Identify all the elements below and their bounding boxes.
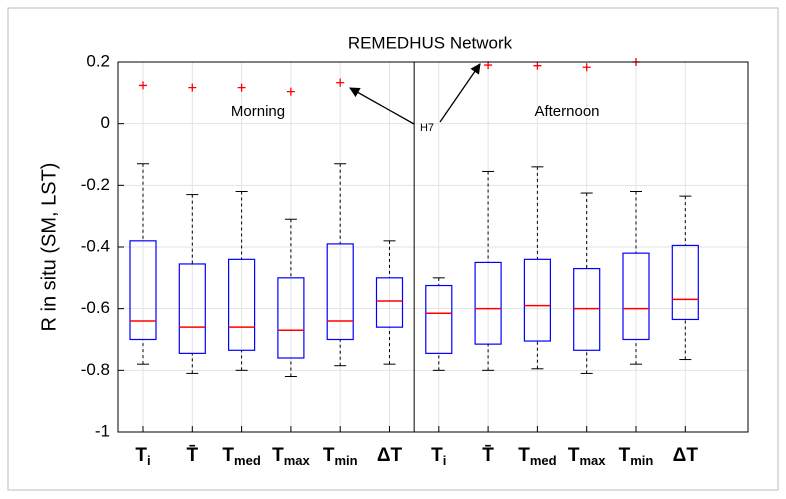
plot-layer [117, 58, 749, 433]
x-tick-label: Tmed [222, 445, 260, 468]
category-base: T̄ [482, 445, 494, 466]
box [523, 258, 552, 342]
outlier [139, 81, 147, 90]
category-base: T̄ [186, 445, 198, 466]
y-tick-label: -0.4 [81, 236, 110, 255]
y-tick-label: -1 [95, 421, 110, 440]
category-base: T [568, 445, 580, 466]
annotation: Afternoon [534, 103, 599, 120]
box [178, 263, 206, 354]
category-sub: min [334, 453, 357, 468]
y-tick-label: 0 [101, 113, 110, 132]
chart-title: REMEDHUS Network [348, 33, 513, 52]
x-tick-label: ΔT [673, 445, 699, 466]
frame [7, 7, 779, 491]
outlier [582, 63, 591, 72]
box [425, 284, 453, 354]
x-tick-label: Ti [431, 445, 446, 468]
x-tick-label: Ti [135, 445, 150, 468]
category-base: ΔT [377, 445, 403, 466]
outlier [237, 83, 246, 92]
category-base: ΔT [673, 445, 699, 466]
category-base: T [135, 445, 147, 466]
category-base: T [272, 445, 284, 466]
x-tick-label: ΔT [377, 445, 403, 466]
outlier [336, 78, 345, 87]
category-base: T [222, 445, 234, 466]
category-sub: med [530, 453, 557, 468]
x-tick-label: Tmax [272, 445, 310, 468]
annotation: H7 [420, 122, 434, 134]
outlier [188, 83, 197, 92]
x-tick-label: Tmax [568, 445, 606, 468]
box [474, 261, 502, 345]
box [228, 258, 256, 351]
annotation-arrow [349, 87, 415, 125]
category-sub: max [579, 453, 606, 468]
category-sub: med [234, 453, 261, 468]
box [129, 240, 157, 341]
category-base: T [431, 445, 443, 466]
category-sub: i [443, 453, 447, 468]
y-tick-label: -0.8 [81, 360, 110, 379]
x-tick-label: Tmin [619, 445, 654, 468]
plot-border [117, 61, 749, 433]
y-tick-label: -0.2 [81, 175, 110, 194]
box [375, 277, 404, 328]
box [277, 277, 305, 359]
box [573, 267, 601, 351]
y-tick-label: 0.2 [86, 51, 110, 70]
annotation: Morning [231, 103, 285, 120]
outlier [286, 87, 295, 96]
annotation-arrow [439, 63, 481, 123]
box [622, 252, 650, 341]
outlier [533, 61, 542, 70]
box [671, 244, 699, 321]
x-tick-label: T̄ [482, 445, 494, 466]
category-sub: max [284, 453, 311, 468]
category-base: T [619, 445, 631, 466]
x-tick-label: T̄ [186, 445, 198, 466]
x-tick-label: Tmed [518, 445, 556, 468]
category-sub: i [147, 453, 151, 468]
category-sub: min [630, 453, 653, 468]
x-tick-label: Tmin [323, 445, 358, 468]
category-base: T [323, 445, 335, 466]
category-base: T [518, 445, 530, 466]
y-axis-label: R in situ (SM, LST) [38, 163, 60, 332]
y-tick-label: -0.6 [81, 298, 110, 317]
box [326, 243, 354, 341]
